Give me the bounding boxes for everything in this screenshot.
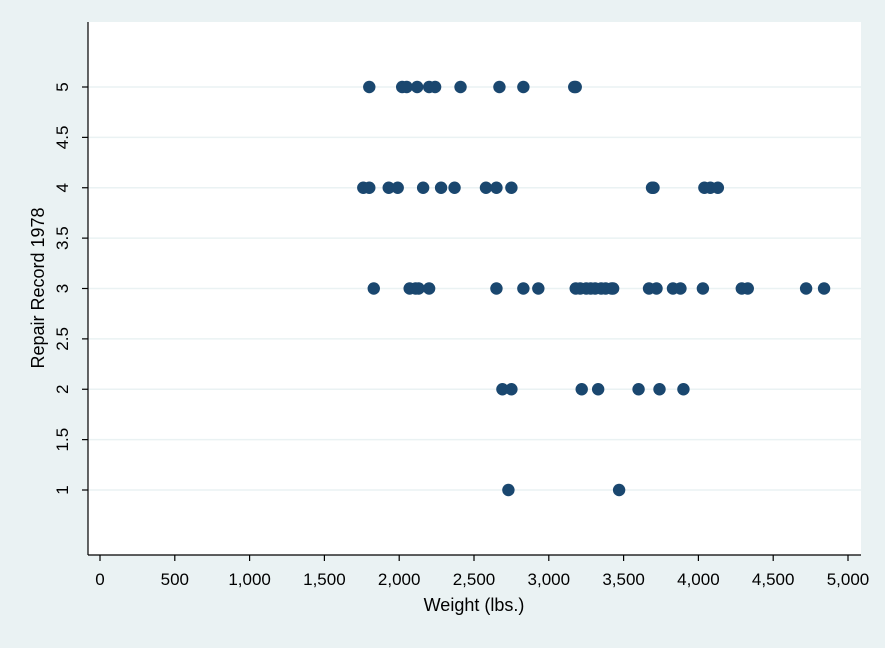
y-tick-label: 4.5: [53, 126, 72, 150]
y-tick-label: 3.5: [53, 226, 72, 250]
x-tick-label: 500: [161, 570, 189, 589]
y-tick-label: 4: [53, 183, 72, 192]
data-point: [496, 383, 509, 396]
y-tick-label: 1.5: [53, 428, 72, 452]
data-point: [382, 181, 395, 194]
y-tick-label: 1: [53, 485, 72, 494]
x-tick-label: 4,500: [752, 570, 795, 589]
data-point: [591, 383, 605, 396]
y-tick-label: 2: [53, 385, 72, 394]
x-tick-label: 0: [95, 570, 104, 589]
y-tick-label: 3: [53, 284, 72, 293]
data-point: [416, 181, 430, 194]
data-point: [575, 383, 588, 396]
y-axis-label: Repair Record 1978: [28, 207, 48, 368]
data-point: [410, 80, 424, 94]
data-point: [412, 282, 425, 295]
data-point: [391, 181, 404, 194]
data-point: [363, 181, 376, 194]
data-point: [479, 181, 493, 194]
y-tick-label: 2.5: [53, 327, 72, 351]
data-point: [653, 383, 666, 396]
data-point: [711, 181, 725, 194]
data-points: [357, 80, 831, 497]
data-point: [400, 80, 413, 94]
data-point: [454, 80, 467, 94]
data-point: [490, 181, 503, 194]
y-tick-label: 5: [53, 82, 72, 91]
x-tick-label: 1,000: [228, 570, 271, 589]
data-point: [367, 282, 380, 295]
x-axis-label: Weight (lbs.): [424, 595, 525, 615]
ticks: 1 1.5 2 2.5 3 3.5 4 4.5 5 0 500 1,000 1,500 2,000 2,50…: [53, 82, 869, 589]
data-point: [490, 282, 503, 295]
x-tick-label: 3,500: [602, 570, 645, 589]
data-point: [517, 80, 530, 94]
data-point: [647, 181, 660, 194]
data-point: [505, 383, 518, 396]
data-point: [674, 282, 687, 295]
data-point: [799, 282, 813, 295]
data-point: [505, 181, 518, 194]
x-tick-label: 3,000: [528, 570, 571, 589]
data-point: [741, 282, 754, 295]
gridlines: [88, 86, 861, 491]
data-point: [363, 80, 376, 94]
data-point: [569, 80, 582, 94]
x-tick-label: 1,500: [303, 570, 346, 589]
data-point: [606, 282, 620, 295]
x-tick-label: 2,000: [378, 570, 421, 589]
x-tick-label: 4,000: [677, 570, 720, 589]
x-tick-label: 2,500: [453, 570, 496, 589]
data-point: [677, 383, 690, 396]
data-point: [434, 181, 448, 194]
x-tick-label: 5,000: [827, 570, 870, 589]
data-point: [517, 282, 530, 295]
data-point: [502, 483, 515, 497]
data-point: [493, 80, 506, 94]
data-point: [448, 181, 461, 194]
data-point: [632, 383, 645, 396]
data-point: [532, 282, 545, 295]
data-point: [612, 483, 626, 497]
data-point: [696, 282, 710, 295]
data-point: [428, 80, 442, 94]
data-point: [422, 282, 436, 295]
data-point: [817, 282, 831, 295]
data-point: [650, 282, 663, 295]
